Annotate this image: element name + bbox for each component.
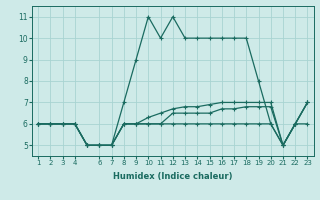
X-axis label: Humidex (Indice chaleur): Humidex (Indice chaleur): [113, 172, 233, 181]
